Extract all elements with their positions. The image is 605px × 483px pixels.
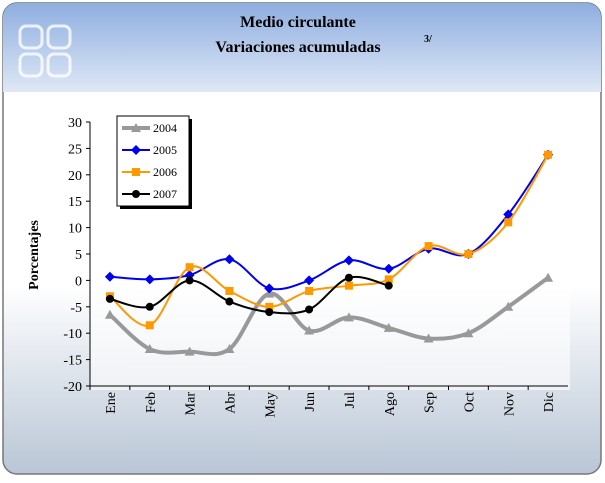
- y-tick-label: 25: [68, 142, 82, 157]
- marker: [343, 255, 354, 266]
- marker: [145, 302, 154, 311]
- y-tick-label: -20: [63, 380, 82, 395]
- marker: [145, 321, 154, 330]
- legend-label: 2004: [153, 121, 177, 135]
- legend: [116, 115, 190, 207]
- marker: [265, 308, 274, 317]
- marker: [384, 275, 393, 284]
- y-tick-label: 0: [75, 274, 82, 289]
- marker: [304, 325, 315, 335]
- marker: [144, 274, 155, 285]
- marker: [344, 273, 353, 282]
- title-note: 3/: [424, 34, 432, 45]
- chart-subtitle: Variaciones acumuladas: [215, 39, 380, 56]
- x-tick-label: Oct: [462, 392, 477, 412]
- marker: [464, 250, 473, 258]
- chart-title: Medio circulante: [240, 14, 356, 31]
- x-tick-label: Feb: [144, 392, 159, 413]
- y-tick-label: 15: [68, 195, 82, 210]
- marker: [104, 309, 115, 319]
- y-tick-label: -10: [63, 327, 82, 342]
- marker: [543, 272, 554, 282]
- x-tick-label: Jun: [303, 392, 318, 411]
- y-axis-label: Porcentajes: [27, 220, 42, 290]
- marker: [463, 328, 474, 338]
- x-tick-label: May: [263, 392, 278, 418]
- x-tick-label: Abr: [223, 392, 238, 414]
- marker: [224, 344, 235, 354]
- marker: [384, 281, 393, 290]
- marker: [344, 281, 353, 290]
- x-tick-label: Nov: [502, 392, 517, 416]
- marker: [503, 209, 514, 220]
- legend-label: 2007: [153, 187, 177, 201]
- marker: [264, 283, 275, 294]
- marker: [132, 168, 140, 176]
- marker: [305, 286, 314, 295]
- marker: [503, 301, 514, 311]
- marker: [423, 333, 434, 343]
- marker: [132, 190, 140, 198]
- marker: [185, 263, 194, 272]
- y-tick-label: -5: [70, 301, 82, 316]
- y-tick-label: 10: [68, 222, 82, 237]
- marker: [504, 218, 513, 227]
- y-tick-label: 5: [75, 248, 82, 263]
- x-tick-label: Sep: [423, 392, 438, 413]
- x-tick-label: Ago: [383, 392, 398, 416]
- x-tick-label: Ene: [104, 392, 119, 414]
- x-tick-label: Mar: [184, 392, 199, 416]
- series-line: [109, 154, 549, 327]
- marker: [184, 346, 195, 356]
- marker: [104, 271, 115, 282]
- y-tick-label: 30: [68, 116, 82, 131]
- marker: [305, 305, 314, 314]
- marker: [265, 302, 274, 311]
- legend-label: 2006: [153, 165, 177, 179]
- marker: [383, 263, 394, 274]
- marker: [225, 286, 234, 295]
- header-band: [3, 3, 601, 92]
- marker: [343, 312, 354, 322]
- marker: [131, 123, 141, 132]
- x-tick-label: Jul: [343, 392, 358, 408]
- logo: [18, 24, 72, 78]
- marker: [424, 242, 433, 251]
- marker: [225, 297, 234, 306]
- marker: [224, 254, 235, 265]
- marker: [304, 275, 315, 286]
- y-tick-label: -15: [63, 354, 82, 369]
- marker: [144, 344, 155, 354]
- marker: [383, 322, 394, 332]
- x-tick-label: Dic: [542, 392, 557, 412]
- y-tick-label: 20: [68, 169, 82, 184]
- marker: [105, 294, 114, 303]
- marker: [131, 145, 141, 155]
- legend-label: 2005: [153, 143, 177, 157]
- marker: [185, 276, 194, 285]
- marker: [544, 150, 553, 159]
